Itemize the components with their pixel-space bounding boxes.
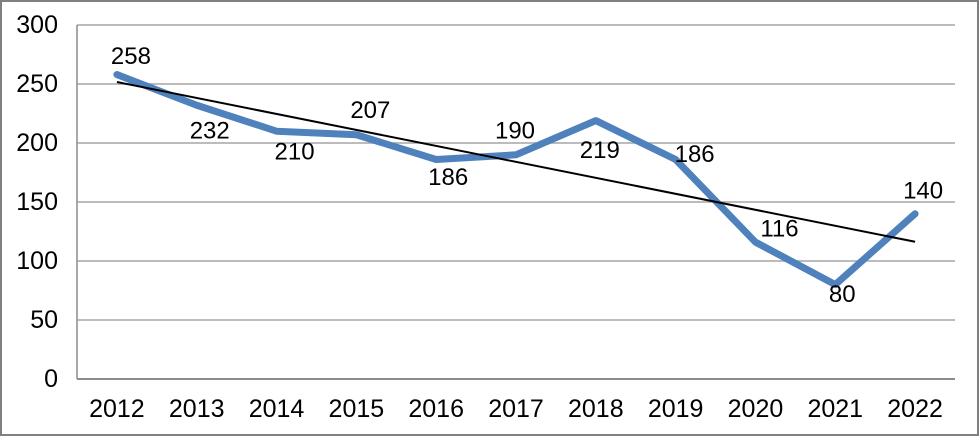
x-axis-tick-label: 2018 [568, 395, 624, 423]
data-series-line [113, 71, 919, 289]
data-point-label: 258 [111, 43, 151, 70]
data-point-label: 186 [675, 141, 715, 168]
x-axis-tick-label: 2017 [488, 395, 544, 423]
x-axis-tick-label: 2014 [249, 395, 305, 423]
trendline [116, 81, 916, 243]
data-point-label: 232 [190, 118, 230, 145]
data-point-label: 190 [495, 117, 535, 144]
y-axis-tick-label: 150 [16, 188, 58, 216]
x-axis-tick-label: 2013 [169, 395, 225, 423]
x-axis-tick-label: 2015 [329, 395, 385, 423]
x-axis-tick-label: 2016 [408, 395, 464, 423]
data-point-label: 210 [275, 139, 315, 166]
x-axis-tick-label: 2019 [648, 395, 704, 423]
data-point-label: 80 [829, 281, 856, 308]
y-axis-tick-label: 250 [16, 70, 58, 98]
data-point-label: 207 [350, 97, 390, 124]
data-point-label: 140 [903, 177, 943, 204]
data-point-label: 219 [580, 137, 620, 164]
y-axis-tick-label: 50 [30, 306, 58, 334]
y-axis-tick-label: 0 [44, 365, 58, 393]
data-point-label: 116 [760, 216, 798, 243]
x-axis-tick-label: 2012 [89, 395, 145, 423]
y-axis-tick-label: 100 [16, 247, 58, 275]
x-axis-tick-label: 2022 [887, 395, 943, 423]
data-point-label: 186 [428, 164, 468, 191]
x-axis-tick-label: 2020 [728, 395, 784, 423]
y-axis-tick-label: 300 [16, 11, 58, 39]
y-axis-tick-label: 200 [16, 129, 58, 157]
x-axis-tick-label: 2021 [807, 395, 863, 423]
